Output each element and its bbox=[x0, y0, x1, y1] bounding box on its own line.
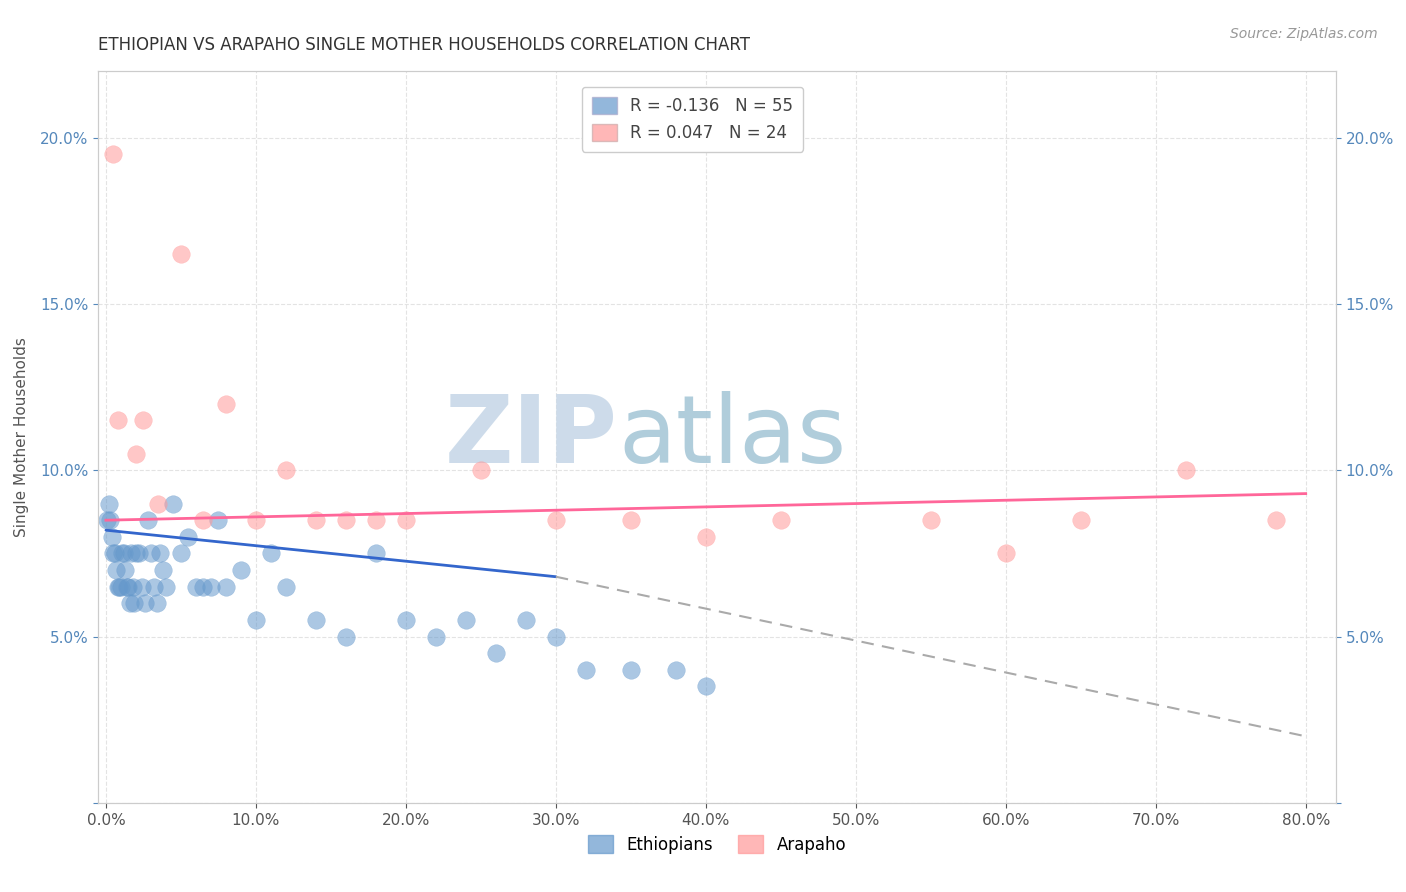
Point bbox=[245, 513, 267, 527]
Y-axis label: Single Mother Households: Single Mother Households bbox=[14, 337, 30, 537]
Point bbox=[162, 497, 184, 511]
Point bbox=[665, 663, 688, 677]
Point bbox=[305, 513, 328, 527]
Point bbox=[125, 447, 148, 461]
Point bbox=[108, 580, 131, 594]
Point bbox=[193, 513, 215, 527]
Point bbox=[425, 630, 447, 644]
Point bbox=[920, 513, 942, 527]
Point bbox=[245, 613, 267, 627]
Point bbox=[152, 563, 174, 577]
Point bbox=[364, 513, 387, 527]
Point bbox=[177, 530, 200, 544]
Point bbox=[335, 513, 357, 527]
Point bbox=[229, 563, 252, 577]
Point bbox=[260, 546, 283, 560]
Point bbox=[107, 413, 129, 427]
Point bbox=[470, 463, 492, 477]
Point bbox=[207, 513, 229, 527]
Point bbox=[364, 546, 387, 560]
Point bbox=[118, 596, 141, 610]
Point bbox=[620, 513, 643, 527]
Text: ZIP: ZIP bbox=[446, 391, 619, 483]
Point bbox=[136, 513, 159, 527]
Point bbox=[100, 513, 122, 527]
Point bbox=[170, 247, 193, 261]
Legend: Ethiopians, Arapaho: Ethiopians, Arapaho bbox=[582, 829, 852, 860]
Point bbox=[117, 580, 139, 594]
Point bbox=[215, 397, 238, 411]
Point bbox=[515, 613, 537, 627]
Point bbox=[134, 596, 156, 610]
Point bbox=[695, 530, 717, 544]
Point bbox=[128, 546, 150, 560]
Point bbox=[994, 546, 1017, 560]
Point bbox=[103, 546, 125, 560]
Point bbox=[193, 580, 215, 594]
Point bbox=[485, 646, 508, 660]
Point bbox=[395, 613, 418, 627]
Point bbox=[111, 546, 134, 560]
Point bbox=[1264, 513, 1286, 527]
Point bbox=[149, 546, 172, 560]
Point bbox=[200, 580, 222, 594]
Point bbox=[122, 580, 145, 594]
Point bbox=[695, 680, 717, 694]
Point bbox=[215, 580, 238, 594]
Point bbox=[395, 513, 418, 527]
Point bbox=[132, 413, 155, 427]
Point bbox=[97, 497, 120, 511]
Point bbox=[769, 513, 792, 527]
Text: ETHIOPIAN VS ARAPAHO SINGLE MOTHER HOUSEHOLDS CORRELATION CHART: ETHIOPIAN VS ARAPAHO SINGLE MOTHER HOUSE… bbox=[98, 36, 751, 54]
Point bbox=[155, 580, 177, 594]
Point bbox=[107, 580, 129, 594]
Point bbox=[170, 546, 193, 560]
Point bbox=[112, 546, 135, 560]
Point bbox=[114, 563, 136, 577]
Point bbox=[575, 663, 598, 677]
Point bbox=[142, 580, 165, 594]
Point bbox=[274, 580, 297, 594]
Point bbox=[620, 663, 643, 677]
Point bbox=[305, 613, 328, 627]
Point bbox=[124, 596, 146, 610]
Point bbox=[125, 546, 148, 560]
Point bbox=[120, 546, 142, 560]
Point bbox=[139, 546, 162, 560]
Point bbox=[96, 513, 118, 527]
Point bbox=[104, 546, 127, 560]
Point bbox=[335, 630, 357, 644]
Point bbox=[1174, 463, 1197, 477]
Point bbox=[1070, 513, 1092, 527]
Point bbox=[101, 530, 124, 544]
Text: Source: ZipAtlas.com: Source: ZipAtlas.com bbox=[1230, 27, 1378, 41]
Point bbox=[115, 580, 138, 594]
Point bbox=[184, 580, 207, 594]
Point bbox=[274, 463, 297, 477]
Point bbox=[146, 596, 169, 610]
Point bbox=[544, 513, 567, 527]
Text: atlas: atlas bbox=[619, 391, 846, 483]
Point bbox=[105, 563, 128, 577]
Point bbox=[103, 147, 125, 161]
Point bbox=[131, 580, 153, 594]
Point bbox=[544, 630, 567, 644]
Point bbox=[454, 613, 477, 627]
Point bbox=[110, 580, 132, 594]
Point bbox=[148, 497, 170, 511]
